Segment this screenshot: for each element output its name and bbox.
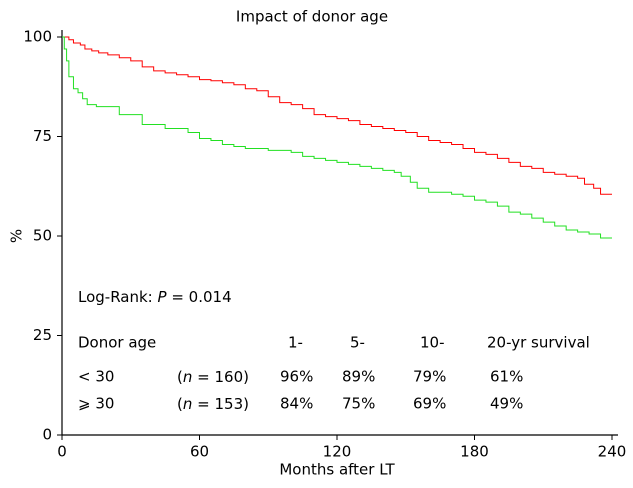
survival-rate: 61%	[490, 368, 523, 386]
group-size: (n = 153)	[177, 395, 249, 413]
y-axis-label: %	[8, 229, 26, 243]
log-rank-part: Log-Rank:	[78, 288, 158, 306]
survival-rate: 96%	[280, 368, 313, 386]
group-size-part: = 160)	[192, 368, 249, 386]
survival-rate: 89%	[342, 368, 375, 386]
log-rank-part: = 0.014	[167, 288, 232, 306]
group-size: (n = 160)	[177, 368, 249, 386]
x-tick-label: 120	[323, 443, 352, 461]
table-header: Donor age	[78, 334, 156, 352]
table-header: 20-yr survival	[487, 334, 590, 352]
survival-rate: 69%	[413, 395, 446, 413]
y-tick-label: 0	[42, 426, 52, 444]
survival-rate: 84%	[280, 395, 313, 413]
log-rank-part: P	[158, 288, 168, 306]
y-tick-label: 100	[23, 28, 52, 46]
group-size-part: n	[183, 395, 193, 413]
x-tick-label: 60	[190, 443, 209, 461]
chart-title: Impact of donor age	[236, 8, 388, 26]
table-header: 1-	[288, 334, 303, 352]
legend-label: < 30	[78, 368, 114, 386]
log-rank: Log-Rank: P = 0.014	[78, 288, 232, 306]
y-tick-label: 25	[33, 326, 52, 344]
group-size-part: = 153)	[192, 395, 249, 413]
x-tick-label: 180	[460, 443, 489, 461]
table-header: 10-	[420, 334, 445, 352]
survival-rate: 75%	[342, 395, 375, 413]
table-header: 5-	[350, 334, 365, 352]
survival-curve	[62, 36, 612, 239]
y-tick-label: 50	[33, 227, 52, 245]
survival-curve	[62, 36, 612, 195]
survival-rate: 49%	[490, 395, 523, 413]
group-size-part: n	[183, 368, 193, 386]
x-axis-label: Months after LT	[279, 461, 395, 479]
group-size-part: (	[177, 368, 183, 386]
survival-rate: 79%	[413, 368, 446, 386]
legend-label: ⩾ 30	[78, 395, 114, 413]
x-tick-label: 240	[598, 443, 627, 461]
group-size-part: (	[177, 395, 183, 413]
x-tick-label: 0	[57, 443, 67, 461]
y-tick-label: 75	[33, 127, 52, 145]
